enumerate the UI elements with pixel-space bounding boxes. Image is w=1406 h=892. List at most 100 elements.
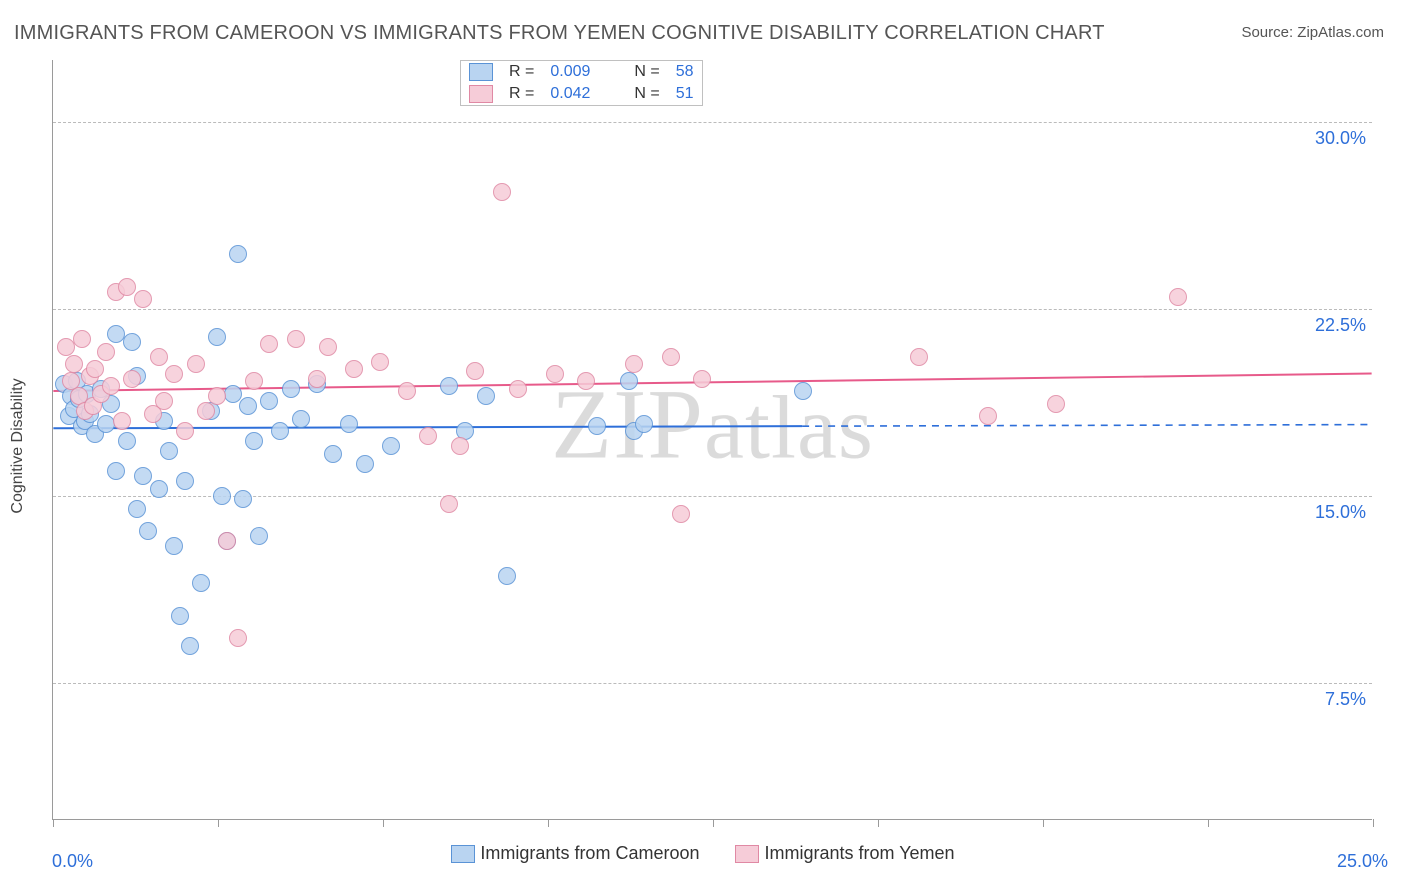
scatter-point: [229, 629, 247, 647]
trend-line-dashed: [802, 425, 1371, 427]
scatter-point: [139, 522, 157, 540]
scatter-point: [635, 415, 653, 433]
legend-swatch: [469, 85, 493, 103]
scatter-point: [493, 183, 511, 201]
scatter-point: [1169, 288, 1187, 306]
scatter-point: [382, 437, 400, 455]
scatter-point: [319, 338, 337, 356]
scatter-point: [620, 372, 638, 390]
y-tick-label: 15.0%: [1315, 502, 1366, 523]
scatter-point: [150, 480, 168, 498]
scatter-point: [213, 487, 231, 505]
legend-series-name: Immigrants from Yemen: [765, 843, 955, 863]
legend-n-label: N =: [626, 61, 667, 83]
scatter-point: [208, 328, 226, 346]
x-tick: [53, 819, 54, 827]
scatter-point: [65, 355, 83, 373]
legend-r-value: 0.042: [542, 83, 598, 105]
scatter-point: [176, 472, 194, 490]
y-tick-label: 30.0%: [1315, 128, 1366, 149]
scatter-point: [398, 382, 416, 400]
scatter-point: [102, 377, 120, 395]
legend-r-value: 0.009: [542, 61, 598, 83]
source-label: Source: ZipAtlas.com: [1241, 24, 1384, 41]
legend-swatch: [735, 845, 759, 863]
x-tick: [713, 819, 714, 827]
scatter-point: [118, 432, 136, 450]
scatter-point: [73, 330, 91, 348]
scatter-point: [794, 382, 812, 400]
x-tick: [383, 819, 384, 827]
scatter-point: [224, 385, 242, 403]
scatter-point: [171, 607, 189, 625]
scatter-point: [123, 370, 141, 388]
scatter-point: [192, 574, 210, 592]
legend-n-label: N =: [626, 83, 667, 105]
stats-legend: R =0.009N =58R =0.042N =51: [460, 60, 703, 106]
scatter-point: [86, 360, 104, 378]
scatter-point: [150, 348, 168, 366]
gridline: [53, 309, 1372, 310]
gridline: [53, 683, 1372, 684]
scatter-point: [477, 387, 495, 405]
scatter-point: [245, 432, 263, 450]
legend-swatch: [469, 63, 493, 81]
scatter-point: [218, 532, 236, 550]
scatter-point: [466, 362, 484, 380]
scatter-point: [625, 355, 643, 373]
scatter-point: [155, 392, 173, 410]
scatter-point: [345, 360, 363, 378]
legend-item: Immigrants from Cameroon: [451, 843, 699, 864]
scatter-point: [340, 415, 358, 433]
scatter-point: [308, 370, 326, 388]
scatter-point: [250, 527, 268, 545]
scatter-point: [134, 467, 152, 485]
scatter-point: [229, 245, 247, 263]
scatter-point: [234, 490, 252, 508]
scatter-point: [440, 377, 458, 395]
y-axis-title: Cognitive Disability: [9, 378, 27, 513]
legend-item: Immigrants from Yemen: [735, 843, 954, 864]
x-tick: [1208, 819, 1209, 827]
scatter-point: [509, 380, 527, 398]
x-tick: [218, 819, 219, 827]
legend-n-value: 58: [668, 61, 702, 83]
scatter-point: [979, 407, 997, 425]
bottom-legend: Immigrants from Cameroon Immigrants from…: [0, 843, 1406, 864]
scatter-point: [672, 505, 690, 523]
scatter-point: [123, 333, 141, 351]
scatter-point: [160, 442, 178, 460]
scatter-point: [165, 537, 183, 555]
scatter-point: [356, 455, 374, 473]
x-tick: [1373, 819, 1374, 827]
chart-container: IMMIGRANTS FROM CAMEROON VS IMMIGRANTS F…: [0, 0, 1406, 892]
scatter-point: [910, 348, 928, 366]
scatter-point: [176, 422, 194, 440]
plot-area: ZIPatlas 30.0%22.5%15.0%7.5%: [52, 60, 1372, 820]
scatter-point: [693, 370, 711, 388]
y-tick-label: 22.5%: [1315, 315, 1366, 336]
chart-title: IMMIGRANTS FROM CAMEROON VS IMMIGRANTS F…: [14, 22, 1105, 45]
scatter-point: [451, 437, 469, 455]
scatter-point: [419, 427, 437, 445]
legend-r-label: R =: [501, 83, 542, 105]
x-tick: [1043, 819, 1044, 827]
scatter-point: [662, 348, 680, 366]
scatter-point: [128, 500, 146, 518]
scatter-point: [287, 330, 305, 348]
legend-series-name: Immigrants from Cameroon: [480, 843, 699, 863]
scatter-point: [107, 462, 125, 480]
legend-swatch: [451, 845, 475, 863]
scatter-point: [260, 392, 278, 410]
scatter-point: [371, 353, 389, 371]
scatter-point: [271, 422, 289, 440]
x-tick: [548, 819, 549, 827]
scatter-point: [187, 355, 205, 373]
scatter-point: [577, 372, 595, 390]
scatter-point: [260, 335, 278, 353]
scatter-point: [245, 372, 263, 390]
scatter-point: [282, 380, 300, 398]
x-tick: [878, 819, 879, 827]
scatter-point: [292, 410, 310, 428]
scatter-point: [118, 278, 136, 296]
